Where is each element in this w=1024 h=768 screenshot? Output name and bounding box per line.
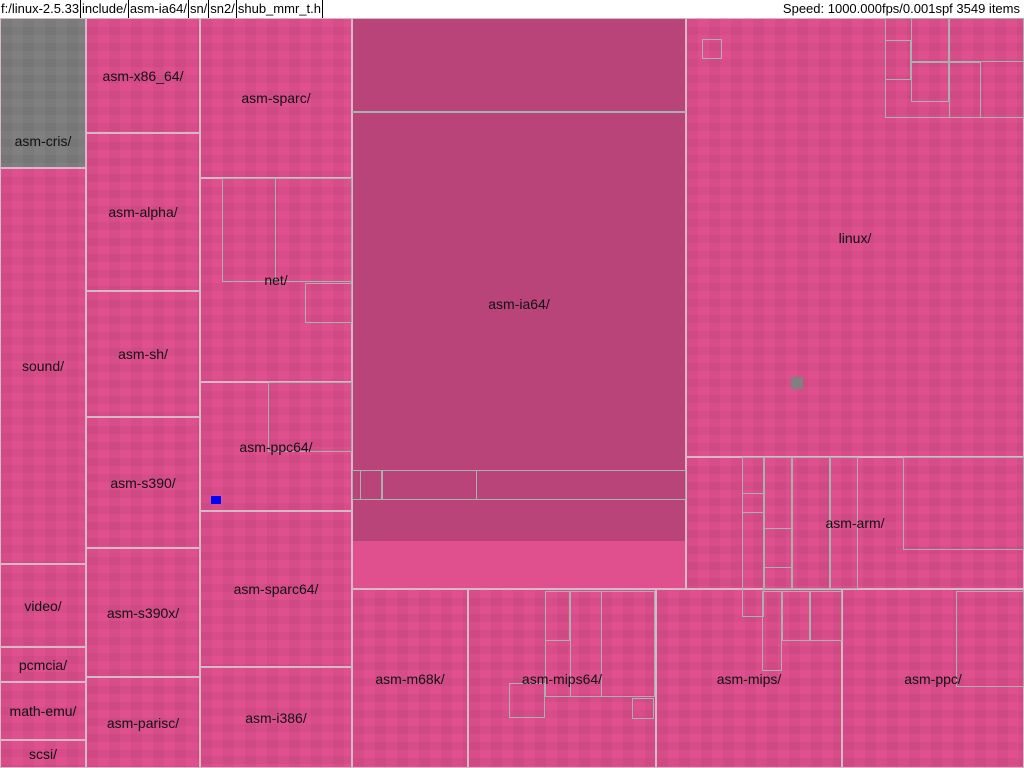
- breadcrumb: f:/linux-2.5.33 include/ asm-ia64/ sn/ s…: [0, 0, 323, 18]
- treemap-label: asm-m68k/: [375, 670, 445, 687]
- treemap-label: asm-alpha/: [108, 204, 178, 220]
- subdirectory-outline: [545, 591, 570, 641]
- treemap-label: asm-arm/: [825, 515, 885, 531]
- subdirectory-outline: [949, 62, 981, 118]
- treemap-cell-asm-ppc64[interactable]: asm-ppc64/: [200, 382, 352, 511]
- treemap-label: asm-ppc64/: [239, 438, 313, 455]
- treemap-cell-asm-ppc[interactable]: asm-ppc/: [842, 589, 1024, 768]
- subdirectory-outline: [702, 39, 722, 59]
- treemap-cell-linux[interactable]: linux/: [686, 18, 1024, 457]
- subdirectory-outline: [792, 457, 830, 589]
- breadcrumb-root[interactable]: f:/linux-2.5.33: [1, 0, 82, 18]
- treemap-cell-asm-sparc[interactable]: asm-sparc/: [200, 18, 352, 178]
- treemap-cell-asm-m68k[interactable]: asm-m68k/: [352, 589, 468, 768]
- treemap-cell-pcmcia[interactable]: pcmcia/: [0, 647, 86, 682]
- treemap-label: linux/: [838, 229, 872, 246]
- status-bar: f:/linux-2.5.33 include/ asm-ia64/ sn/ s…: [0, 0, 1024, 18]
- treemap-label: asm-i386/: [245, 709, 307, 726]
- treemap-cell-asm-parisc[interactable]: asm-parisc/: [86, 677, 200, 768]
- selected-file-marker: [211, 496, 221, 504]
- treemap-label: pcmcia/: [18, 656, 68, 673]
- treemap-cell-asm-s390x[interactable]: asm-s390x/: [86, 548, 200, 677]
- subdirectory-outline: [509, 683, 545, 718]
- treemap-cell-asm-mips[interactable]: asm-mips/: [656, 589, 842, 768]
- treemap-label: scsi/: [29, 746, 57, 762]
- breadcrumb-asm-ia64[interactable]: asm-ia64/: [129, 0, 189, 18]
- treemap-cell-asm-x86-64[interactable]: asm-x86_64/: [86, 18, 200, 133]
- subdirectory-outline: [762, 591, 782, 671]
- treemap-cell-scsi[interactable]: scsi/: [0, 740, 86, 768]
- treemap-label: asm-sparc/: [241, 90, 311, 106]
- subdirectory-outline: [764, 457, 792, 589]
- treemap-label: video/: [24, 597, 62, 614]
- treemap-label: asm-ia64/: [488, 295, 550, 312]
- treemap-label: asm-sh/: [118, 346, 168, 362]
- subdirectory-outline: [742, 457, 764, 617]
- subdirectory-outline: [352, 470, 686, 500]
- subdirectory-outline: [956, 591, 1024, 687]
- treemap-cell-asm-cris[interactable]: asm-cris/: [0, 18, 86, 168]
- treemap-label: net/: [264, 272, 288, 288]
- subdirectory-outline: [268, 382, 352, 452]
- treemap-cell-asm-s390[interactable]: asm-s390/: [86, 417, 200, 548]
- subdirectory-outline: [830, 457, 858, 589]
- subdirectory-outline: [782, 591, 810, 641]
- treemap-cell-asm-sh[interactable]: asm-sh/: [86, 291, 200, 417]
- treemap-cell-asm-sparc64[interactable]: asm-sparc64/: [200, 511, 352, 667]
- treemap-cell-net[interactable]: net/: [200, 178, 352, 382]
- subdirectory-outline: [742, 493, 764, 513]
- subdirectory-outline: [275, 178, 352, 282]
- breadcrumb-sn[interactable]: sn/: [189, 0, 210, 18]
- treemap-cell-video[interactable]: video/: [0, 564, 86, 647]
- subdirectory-outline: [810, 591, 842, 641]
- treemap-label: asm-sparc64/: [233, 581, 319, 597]
- subdirectory-outline: [903, 457, 1024, 550]
- treemap-label: asm-s390x/: [106, 604, 180, 621]
- treemap-label: asm-cris/: [14, 133, 72, 149]
- treemap-label: asm-mips64/: [521, 670, 603, 687]
- treemap[interactable]: asm-cris/sound/video/pcmcia/math-emu/scs…: [0, 18, 1024, 768]
- treemap-cell-asm-i386[interactable]: asm-i386/: [200, 667, 352, 768]
- subdirectory-outline: [382, 470, 477, 500]
- treemap-label: asm-parisc/: [106, 714, 180, 731]
- subdirectory-outline: [949, 18, 1024, 62]
- treemap-label: asm-ppc/: [904, 670, 962, 687]
- subdirectory-outline: [570, 591, 602, 697]
- subdirectory-outline: [764, 528, 792, 568]
- breadcrumb-include[interactable]: include/: [82, 0, 129, 18]
- breadcrumb-sn2[interactable]: sn2/: [210, 0, 237, 18]
- treemap-label: sound/: [21, 358, 65, 374]
- treemap-cell-asm-mips64[interactable]: asm-mips64/: [468, 589, 656, 768]
- subdirectory-outline: [911, 18, 949, 62]
- treemap-cell-asm-arm[interactable]: asm-arm/: [686, 457, 1024, 589]
- treemap-cell-asm-ia64[interactable]: asm-ia64/: [352, 18, 686, 589]
- selected-region: [353, 19, 685, 541]
- subdirectory-outline: [911, 62, 949, 102]
- treemap-cell-math-emu[interactable]: math-emu/: [0, 682, 86, 740]
- breadcrumb-file[interactable]: shub_mmr_t.h: [237, 0, 323, 18]
- subdirectory-outline: [632, 698, 654, 719]
- treemap-cell-asm-alpha[interactable]: asm-alpha/: [86, 133, 200, 291]
- treemap-label: asm-s390/: [110, 474, 176, 491]
- gray-file-marker: [791, 377, 803, 389]
- subdirectory-outline: [885, 40, 911, 80]
- speed-readout: Speed: 1000.000fps/0.001spf 3549 items: [782, 1, 1020, 16]
- subdirectory-outline: [352, 111, 686, 113]
- treemap-label: math-emu/: [9, 703, 77, 719]
- treemap-cell-sound[interactable]: sound/: [0, 168, 86, 564]
- treemap-label: asm-x86_64/: [102, 67, 184, 84]
- subdirectory-outline: [305, 283, 352, 323]
- treemap-label: asm-mips/: [716, 670, 782, 687]
- subdirectory-outline: [360, 470, 382, 500]
